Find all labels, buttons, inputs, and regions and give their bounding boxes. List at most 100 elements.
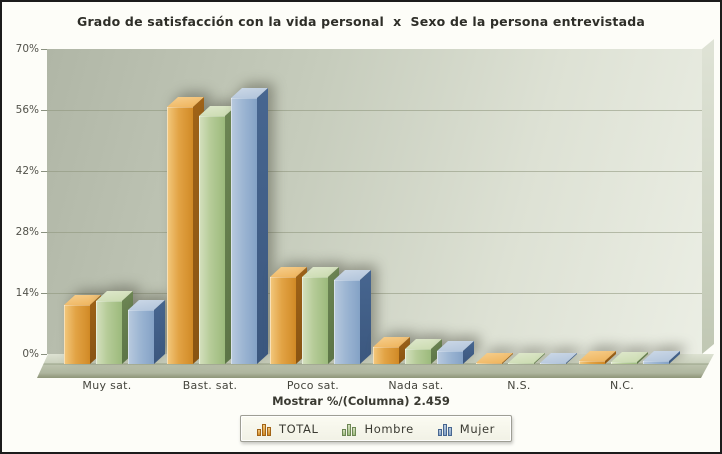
bar-side-face bbox=[566, 353, 577, 364]
axis-note: Mostrar %/(Columna) 2.459 bbox=[272, 394, 450, 408]
bar-hombre-ns[interactable] bbox=[508, 353, 545, 364]
bar-mujer-nadasat[interactable] bbox=[437, 341, 474, 364]
bar-top-face bbox=[334, 270, 371, 280]
bar-front-face bbox=[373, 347, 399, 364]
bar-top-face bbox=[270, 267, 307, 277]
y-axis-label-70: 70% bbox=[15, 43, 39, 55]
bar-top-face bbox=[643, 351, 680, 361]
bar-side-face bbox=[328, 267, 339, 364]
bar-mujer-pocosat[interactable] bbox=[334, 270, 371, 364]
bar-front-face bbox=[540, 363, 566, 364]
bar-top-face bbox=[373, 337, 410, 347]
bar-front-face bbox=[405, 349, 431, 364]
bar-top-face bbox=[64, 295, 101, 305]
gridline-14 bbox=[47, 293, 702, 294]
bar-top-face bbox=[611, 352, 648, 362]
bar-side-face bbox=[605, 351, 616, 364]
bar-front-face bbox=[334, 280, 360, 364]
bar-side-face bbox=[534, 353, 545, 364]
y-axis-tick-56 bbox=[41, 110, 47, 111]
bar-hombre-bastsat[interactable] bbox=[199, 106, 236, 364]
y-axis-tick-70 bbox=[41, 49, 47, 50]
bar-side-face bbox=[637, 352, 648, 364]
x-axis-label-ns: N.S. bbox=[507, 379, 531, 392]
y-axis-label-42: 42% bbox=[15, 165, 39, 177]
bar-front-face bbox=[64, 305, 90, 364]
bar-side-face bbox=[193, 97, 204, 364]
y-axis-tick-0 bbox=[41, 354, 47, 355]
bar-front-face bbox=[199, 116, 225, 364]
bar-front-face bbox=[231, 98, 257, 364]
bar-front-face bbox=[167, 107, 193, 364]
legend-item-total[interactable]: TOTAL bbox=[256, 421, 319, 436]
bar-top-face bbox=[96, 291, 133, 301]
gridline-42 bbox=[47, 171, 702, 172]
bar-front-face bbox=[508, 363, 534, 364]
bar-side-face bbox=[669, 351, 680, 364]
legend-label: Hombre bbox=[364, 421, 414, 436]
y-axis-tick-28 bbox=[41, 232, 47, 233]
bar-top-face bbox=[508, 353, 545, 363]
y-axis-tick-14 bbox=[41, 293, 47, 294]
legend-item-mujer[interactable]: Mujer bbox=[437, 422, 495, 436]
bar-total-ns[interactable] bbox=[476, 353, 513, 364]
bar-side-face bbox=[122, 291, 133, 364]
bar-top-face bbox=[437, 341, 474, 351]
bar-front-face bbox=[128, 310, 154, 364]
bar-hombre-nc[interactable] bbox=[611, 352, 648, 364]
bar-total-nc[interactable] bbox=[579, 351, 616, 364]
bar-front-face bbox=[96, 301, 122, 364]
y-axis-label-0: 0% bbox=[22, 348, 39, 360]
bar-front-face bbox=[302, 277, 328, 364]
bar-top-face bbox=[476, 353, 513, 363]
bar-mujer-nc[interactable] bbox=[643, 351, 680, 364]
bar-hombre-muysat[interactable] bbox=[96, 291, 133, 364]
bar-total-bastsat[interactable] bbox=[167, 97, 204, 364]
bar-front-face bbox=[270, 277, 296, 364]
bar-front-face bbox=[476, 363, 502, 364]
x-axis-label-pocosat: Poco sat. bbox=[286, 379, 340, 392]
bar-hombre-pocosat[interactable] bbox=[302, 267, 339, 364]
bar-side-face bbox=[225, 106, 236, 364]
bar-total-nadasat[interactable] bbox=[373, 337, 410, 364]
bar-hombre-nadasat[interactable] bbox=[405, 339, 442, 364]
bar-mujer-muysat[interactable] bbox=[128, 300, 165, 364]
bar-total-pocosat[interactable] bbox=[270, 267, 307, 364]
legend-item-hombre[interactable]: Hombre bbox=[342, 422, 413, 436]
bar-top-face bbox=[579, 351, 616, 361]
bar-mujer-bastsat[interactable] bbox=[231, 88, 268, 364]
chart-title: Grado de satisfacción con la vida person… bbox=[76, 14, 645, 29]
mini-bar-chart-icon bbox=[342, 422, 357, 436]
x-axis-label-nc: N.C. bbox=[609, 379, 635, 392]
y-axis-label-28: 28% bbox=[15, 226, 39, 238]
legend-box: TOTAL Hombre Mujer bbox=[239, 415, 513, 442]
y-axis-label-14: 14% bbox=[15, 287, 39, 299]
bar-top-face bbox=[199, 106, 236, 116]
legend-label: TOTAL bbox=[278, 421, 319, 436]
bar-top-face bbox=[128, 300, 165, 310]
bar-total-muysat[interactable] bbox=[64, 295, 101, 364]
bar-top-face bbox=[405, 339, 442, 349]
bar-side-face bbox=[257, 88, 268, 364]
legend: TOTAL Hombre Mujer bbox=[2, 415, 720, 442]
bar-side-face bbox=[296, 267, 307, 364]
bar-front-face bbox=[643, 361, 669, 364]
mini-bar-chart-icon bbox=[437, 422, 452, 436]
mini-bar-chart-icon bbox=[256, 422, 271, 436]
y-axis-tick-42 bbox=[41, 171, 47, 172]
x-axis-label-bastsat: Bast. sat. bbox=[182, 379, 238, 392]
bar-side-face bbox=[463, 341, 474, 364]
gridline-56 bbox=[47, 110, 702, 111]
bar-side-face bbox=[502, 353, 513, 364]
bar-front-face bbox=[579, 361, 605, 364]
bar-side-face bbox=[360, 270, 371, 364]
bar-mujer-ns[interactable] bbox=[540, 353, 577, 364]
bar-top-face bbox=[302, 267, 339, 277]
bar-top-face bbox=[167, 97, 204, 107]
bar-side-face bbox=[431, 339, 442, 364]
bar-front-face bbox=[611, 362, 637, 364]
bar-side-face bbox=[399, 337, 410, 364]
bar-top-face bbox=[540, 353, 577, 363]
x-axis-label-nadasat: Nada sat. bbox=[388, 379, 444, 392]
